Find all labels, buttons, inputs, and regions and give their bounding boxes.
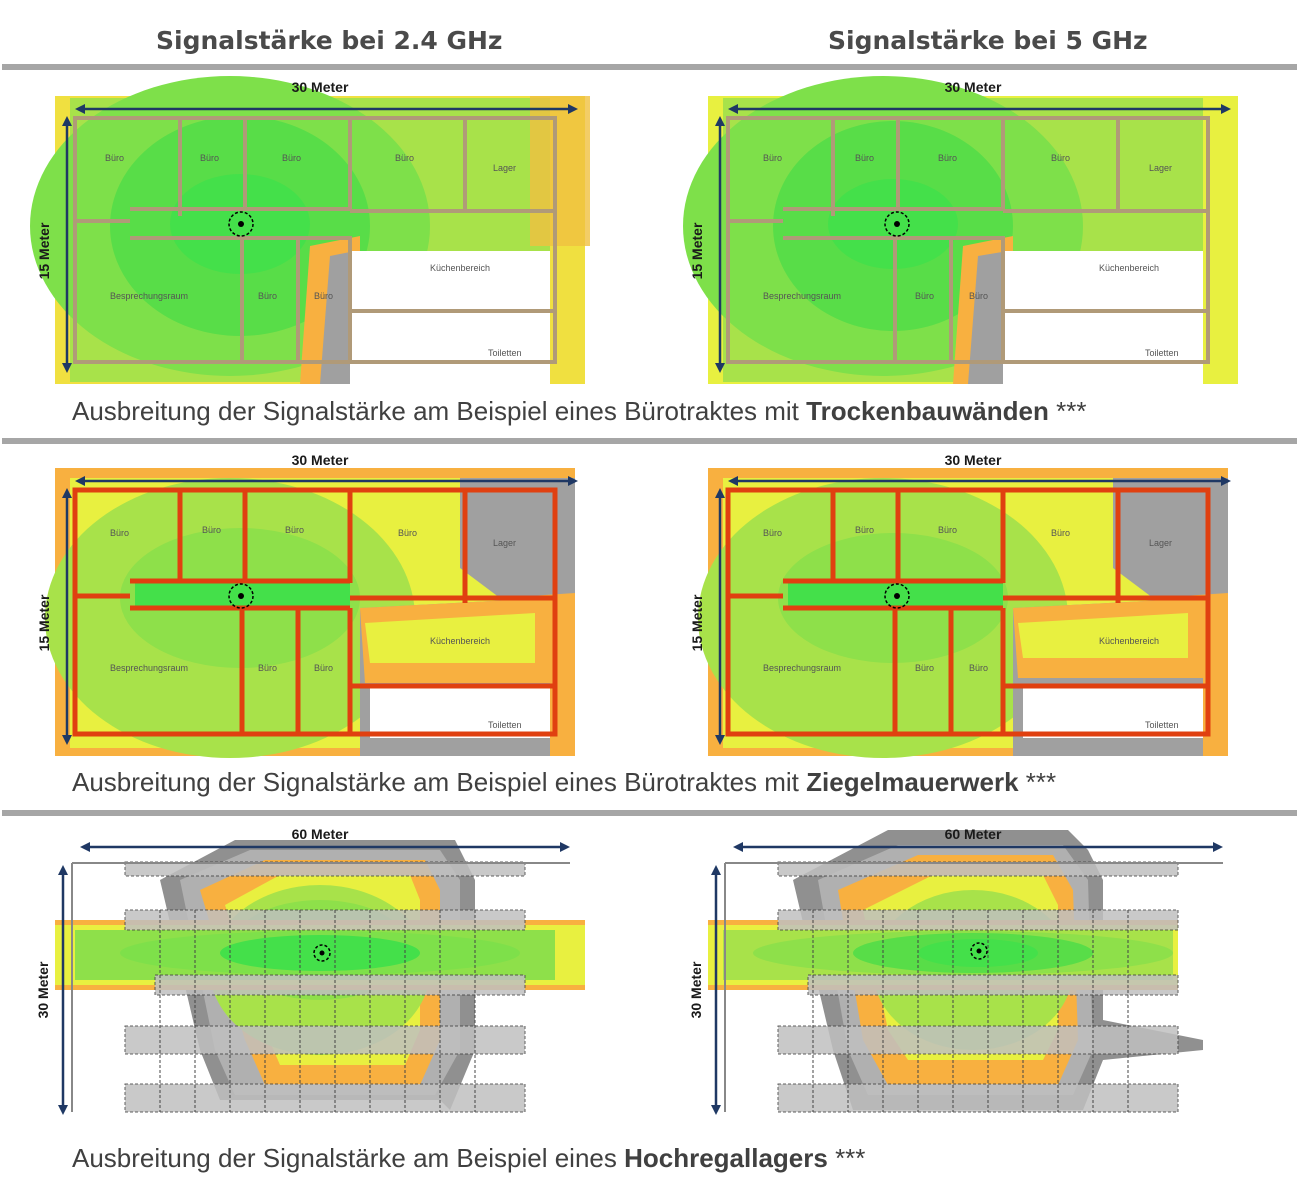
- svg-text:Büro: Büro: [395, 153, 414, 163]
- height-label: 30 Meter: [35, 961, 51, 1018]
- svg-text:Büro: Büro: [915, 291, 934, 301]
- svg-text:Besprechungsraum: Besprechungsraum: [110, 291, 188, 301]
- svg-text:Besprechungsraum: Besprechungsraum: [763, 663, 841, 673]
- svg-text:Büro: Büro: [1051, 528, 1070, 538]
- svg-text:Lager: Lager: [493, 538, 516, 548]
- heatmap-warehouse-5ghz: 60 Meter 30 Meter: [683, 820, 1243, 1130]
- svg-text:Besprechungsraum: Besprechungsraum: [110, 663, 188, 673]
- svg-text:Küchenbereich: Küchenbereich: [1099, 263, 1159, 273]
- svg-text:Küchenbereich: Küchenbereich: [1099, 636, 1159, 646]
- svg-text:Lager: Lager: [1149, 163, 1172, 173]
- svg-text:Büro: Büro: [763, 528, 782, 538]
- width-label: 30 Meter: [945, 452, 1002, 468]
- heatmap-brick-2-4ghz: Büro Büro Büro Büro Lager Besprechungsra…: [30, 448, 590, 758]
- svg-text:Büro: Büro: [110, 528, 129, 538]
- svg-text:Büro: Büro: [938, 525, 957, 535]
- separator-top: [2, 64, 1297, 70]
- svg-text:Büro: Büro: [314, 663, 333, 673]
- width-label: 60 Meter: [292, 826, 349, 842]
- svg-text:Lager: Lager: [493, 163, 516, 173]
- svg-text:Büro: Büro: [969, 663, 988, 673]
- width-label: 60 Meter: [945, 826, 1002, 842]
- width-label: 30 Meter: [292, 452, 349, 468]
- svg-text:Büro: Büro: [314, 291, 333, 301]
- svg-text:Küchenbereich: Küchenbereich: [430, 636, 490, 646]
- heatmap-warehouse-2-4ghz: 60 Meter 30 Meter: [30, 820, 600, 1130]
- svg-text:Toiletten: Toiletten: [1145, 720, 1179, 730]
- heatmap-brick-5ghz: Büro Büro Büro Büro Lager Besprechungsra…: [683, 448, 1243, 758]
- svg-text:Besprechungsraum: Besprechungsraum: [763, 291, 841, 301]
- heatmap-drywall-5ghz: Büro Büro Büro Büro Lager Besprechungsra…: [683, 76, 1243, 386]
- separator-bottom: [2, 810, 1297, 816]
- height-label: 30 Meter: [688, 961, 704, 1018]
- svg-text:Toiletten: Toiletten: [488, 720, 522, 730]
- svg-text:Lager: Lager: [1149, 538, 1172, 548]
- height-label: 15 Meter: [36, 222, 52, 279]
- width-label: 30 Meter: [292, 79, 349, 95]
- svg-text:Büro: Büro: [855, 153, 874, 163]
- svg-text:Büro: Büro: [258, 663, 277, 673]
- svg-text:Büro: Büro: [969, 291, 988, 301]
- separator-middle: [2, 438, 1297, 444]
- svg-text:Büro: Büro: [258, 291, 277, 301]
- height-label: 15 Meter: [689, 222, 705, 279]
- svg-text:Toiletten: Toiletten: [1145, 348, 1179, 358]
- column-title-2-4ghz: Signalstärke bei 2.4 GHz: [156, 26, 503, 55]
- caption-warehouse: Ausbreitung der Signalstärke am Beispiel…: [72, 1143, 866, 1173]
- caption-drywall: Ausbreitung der Signalstärke am Beispiel…: [72, 396, 1087, 426]
- svg-text:Büro: Büro: [1051, 153, 1070, 163]
- svg-text:Küchenbereich: Küchenbereich: [430, 263, 490, 273]
- svg-text:Toiletten: Toiletten: [488, 348, 522, 358]
- svg-text:Büro: Büro: [285, 525, 304, 535]
- caption-brick: Ausbreitung der Signalstärke am Beispiel…: [72, 767, 1057, 797]
- height-label: 15 Meter: [36, 594, 52, 651]
- svg-text:Büro: Büro: [938, 153, 957, 163]
- svg-text:Büro: Büro: [105, 153, 124, 163]
- height-label: 15 Meter: [689, 594, 705, 651]
- svg-text:Büro: Büro: [763, 153, 782, 163]
- svg-text:Büro: Büro: [200, 153, 219, 163]
- svg-text:Büro: Büro: [282, 153, 301, 163]
- width-label: 30 Meter: [945, 79, 1002, 95]
- svg-text:Büro: Büro: [915, 663, 934, 673]
- heatmap-drywall-2-4ghz: Büro Büro Büro Büro Lager Besprechungsra…: [30, 76, 590, 386]
- svg-text:Büro: Büro: [202, 525, 221, 535]
- svg-text:Büro: Büro: [398, 528, 417, 538]
- svg-text:Büro: Büro: [855, 525, 874, 535]
- column-title-5ghz: Signalstärke bei 5 GHz: [828, 26, 1148, 55]
